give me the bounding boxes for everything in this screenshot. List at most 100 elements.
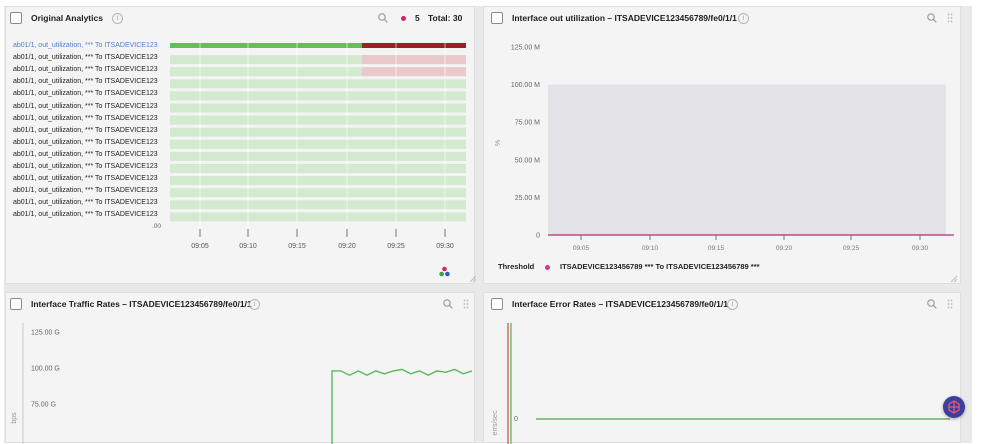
- analytics-row-label[interactable]: ab01/1, out_utilization, *** To ITSADEVI…: [13, 175, 158, 183]
- utilization-panel: Interface out utilization – ITSADEVICE12…: [483, 6, 961, 284]
- analytics-row-label[interactable]: ab01/1, out_utilization, *** To ITSADEVI…: [13, 78, 158, 86]
- timeline-row-ok[interactable]: [170, 188, 466, 198]
- resize-handle-icon[interactable]: [470, 273, 476, 283]
- timeline-segment-ok[interactable]: [170, 43, 362, 48]
- utilization-select-checkbox[interactable]: [491, 12, 503, 24]
- analytics-panel: Original Analytics i 5 Total: 30 ab01/1,…: [5, 6, 476, 284]
- analytics-row-label[interactable]: ab01/1, out_utilization, *** To ITSADEVI…: [13, 150, 158, 158]
- timeline-row-ok[interactable]: [170, 127, 466, 137]
- analytics-row-label[interactable]: ab01/1, out_utilization, *** To ITSADEVI…: [13, 138, 158, 146]
- utilization-title: Interface out utilization – ITSADEVICE12…: [512, 13, 737, 23]
- analytics-timeline-chart: 09:05 09:10 09:15 09:20 09:25 09:30: [170, 39, 466, 249]
- drag-handle-icon[interactable]: [947, 299, 953, 309]
- traffic-y-tick-label: 75.00 G: [31, 402, 56, 409]
- analytics-row-label[interactable]: ab01/1, out_utilization, *** To ITSADEVI…: [13, 163, 158, 170]
- utilization-y-axis-label: %: [495, 140, 502, 146]
- assistant-chat-button[interactable]: [943, 396, 965, 418]
- traffic-y-tick-label: 125.00 G: [31, 330, 60, 337]
- timeline-tick-label: 09:15: [288, 243, 306, 249]
- search-icon[interactable]: [443, 299, 453, 309]
- legend-series-name: ITSADEVICE123456789 *** To ITSADEVICE123…: [560, 262, 760, 271]
- timeline-row-alert[interactable]: [362, 67, 466, 77]
- utilization-y-tick-label: 125.00 M: [511, 45, 540, 52]
- traffic-y-tick-label: 100.00 G: [31, 366, 60, 373]
- search-icon[interactable]: [927, 13, 937, 23]
- errors-line-chart: errs/sec 0: [492, 323, 950, 444]
- utilization-y-tick-label: 100.00 M: [511, 82, 540, 89]
- search-icon[interactable]: [378, 13, 388, 23]
- timeline-tick-label: 09:30: [436, 243, 454, 249]
- drag-handle-icon[interactable]: [463, 299, 469, 309]
- drag-handle-icon[interactable]: [947, 13, 953, 23]
- utilization-plot-area: [548, 84, 946, 235]
- errors-title: Interface Error Rates – ITSADEVICE123456…: [512, 299, 728, 309]
- utilization-x-tick-label: 09:25: [843, 245, 860, 252]
- timeline-row-ok[interactable]: [170, 212, 466, 222]
- timeline-row-ok[interactable]: [170, 164, 466, 173]
- traffic-select-checkbox[interactable]: [10, 298, 22, 310]
- timeline-row-alert[interactable]: [362, 55, 466, 65]
- resize-handle-icon[interactable]: [951, 273, 957, 283]
- timeline-row-ok[interactable]: [170, 91, 466, 101]
- timeline-row-ok[interactable]: [170, 79, 466, 89]
- traffic-title: Interface Traffic Rates – ITSADEVICE1234…: [31, 299, 252, 309]
- info-icon[interactable]: i: [738, 13, 749, 24]
- errors-panel: Interface Error Rates – ITSADEVICE123456…: [483, 292, 961, 444]
- timeline-row-ok[interactable]: [170, 200, 466, 210]
- utilization-line-chart: 125.00 M 100.00 M 75.00 M 50.00 M 25.00 M 0% 0…: [495, 45, 954, 252]
- utilization-x-tick-label: 09:10: [642, 245, 659, 252]
- analytics-axis-small-label: .00: [152, 223, 162, 230]
- timeline-tick-label: 09:25: [387, 243, 405, 249]
- timeline-row-ok[interactable]: [170, 176, 466, 186]
- traffic-line-chart: 125.00 G 100.00 G 75.00 G bps: [11, 323, 473, 444]
- timeline-row-ok[interactable]: [170, 55, 466, 65]
- timeline-segment-alert[interactable]: [362, 43, 466, 48]
- alert-dot-icon: [401, 16, 406, 21]
- utilization-x-tick-label: 09:20: [776, 245, 793, 252]
- total-count: Total: 30: [428, 13, 463, 23]
- app-logo-icon: [439, 266, 450, 277]
- timeline-tick-label: 09:20: [338, 243, 356, 249]
- info-icon[interactable]: i: [727, 299, 738, 310]
- info-icon[interactable]: i: [249, 299, 260, 310]
- traffic-series-line: [331, 368, 473, 444]
- analytics-row-label[interactable]: ab01/1, out_utilization, *** To ITSADEVI…: [13, 114, 158, 122]
- analytics-row-label[interactable]: ab01/1, out_utilization, *** To ITSADEVI…: [13, 42, 158, 49]
- utilization-y-tick-label: 0: [536, 233, 540, 240]
- errors-y-axis-label: errs/sec: [492, 410, 499, 435]
- utilization-x-tick-label: 09:30: [912, 245, 929, 252]
- utilization-x-tick-label: 09:15: [708, 245, 725, 252]
- errors-select-checkbox[interactable]: [491, 298, 503, 310]
- legend-threshold: Threshold: [498, 262, 535, 271]
- timeline-row-ok[interactable]: [170, 139, 466, 149]
- timeline-row-ok[interactable]: [170, 115, 466, 125]
- errors-y-tick-label: 0: [514, 416, 518, 423]
- utilization-y-tick-label: 75.00 M: [515, 120, 540, 127]
- timeline-row-ok[interactable]: [170, 103, 466, 113]
- analytics-title: Original Analytics: [31, 13, 103, 23]
- legend-series-dot: [545, 265, 550, 270]
- utilization-y-tick-label: 25.00 M: [515, 195, 540, 202]
- timeline-row-ok[interactable]: [170, 67, 466, 77]
- info-icon[interactable]: i: [112, 13, 123, 24]
- utilization-y-tick-label: 50.00 M: [515, 157, 540, 164]
- timeline-row-ok[interactable]: [170, 151, 466, 161]
- assistant-icon: [948, 400, 960, 414]
- analytics-row-label[interactable]: ab01/1, out_utilization, *** To ITSADEVI…: [13, 187, 158, 195]
- search-icon[interactable]: [927, 299, 937, 309]
- analytics-row-label[interactable]: ab01/1, out_utilization, *** To ITSADEVI…: [13, 199, 158, 207]
- alert-count: 5: [415, 13, 420, 23]
- analytics-row-label[interactable]: ab01/1, out_utilization, *** To ITSADEVI…: [13, 90, 158, 98]
- timeline-tick-label: 09:10: [239, 243, 257, 249]
- analytics-row-label[interactable]: ab01/1, out_utilization, *** To ITSADEVI…: [13, 211, 158, 219]
- analytics-select-checkbox[interactable]: [10, 12, 22, 24]
- analytics-row-label[interactable]: ab01/1, out_utilization, *** To ITSADEVI…: [13, 54, 158, 62]
- timeline-tick-label: 09:05: [191, 243, 209, 249]
- analytics-row-label[interactable]: ab01/1, out_utilization, *** To ITSADEVI…: [13, 102, 158, 110]
- analytics-row-label[interactable]: ab01/1, out_utilization, *** To ITSADEVI…: [13, 66, 158, 74]
- traffic-panel: Interface Traffic Rates – ITSADEVICE1234…: [5, 292, 475, 444]
- traffic-y-axis-label: bps: [11, 412, 18, 424]
- utilization-x-tick-label: 09:05: [573, 245, 590, 252]
- analytics-row-label[interactable]: ab01/1, out_utilization, *** To ITSADEVI…: [13, 126, 158, 134]
